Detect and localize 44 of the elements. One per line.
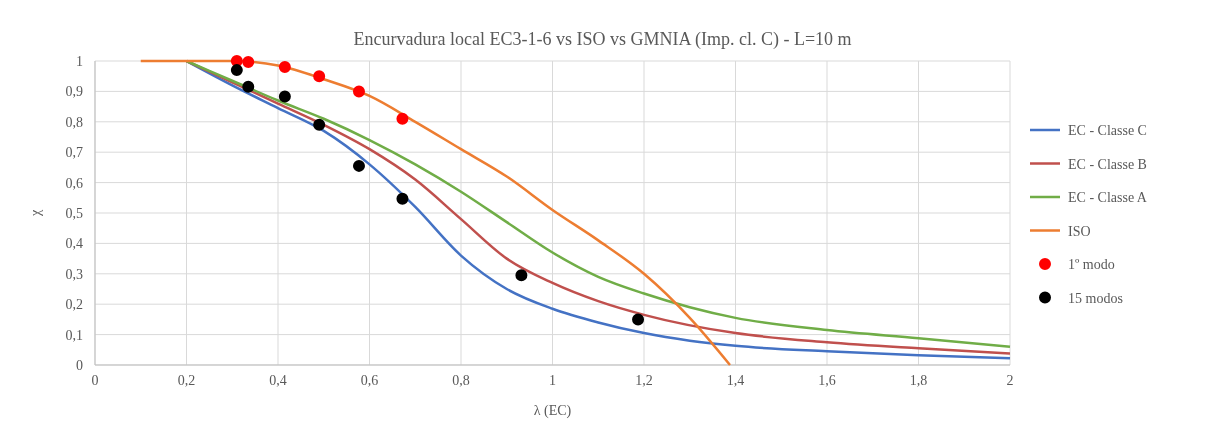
y-tick-label: 0,9 [65, 84, 83, 100]
y-tick-label: 0 [76, 358, 83, 373]
legend-label: EC - Classe B [1068, 156, 1147, 172]
y-tick-label: 0,4 [65, 236, 83, 252]
point [242, 55, 255, 68]
x-tick-label: 0,4 [269, 373, 287, 388]
legend-label: 1º modo [1068, 257, 1115, 272]
legend-label: 15 modos [1068, 290, 1123, 306]
y-tick-label: 0,2 [65, 297, 83, 313]
x-axis-title: λ (EC) [533, 403, 572, 419]
y-axis-title: χ [28, 209, 43, 218]
point [632, 313, 645, 326]
point [515, 269, 528, 282]
point [230, 64, 243, 77]
point [313, 118, 326, 131]
x-tick-label: 1,8 [909, 373, 928, 388]
point [278, 90, 291, 103]
x-tick-label: 0,8 [452, 373, 470, 388]
point [242, 80, 255, 93]
x-tick-label: 0 [91, 373, 99, 388]
y-tick-label: 0,5 [65, 206, 83, 221]
x-tick-label: 2 [1006, 373, 1014, 388]
legend-label: ISO [1068, 223, 1091, 239]
point [396, 112, 409, 125]
point [352, 159, 365, 172]
y-tick-label: 0,7 [65, 145, 83, 161]
point [396, 192, 409, 205]
x-tick-label: 1,4 [726, 373, 745, 388]
legend-label: EC - Classe C [1068, 123, 1147, 138]
point [278, 61, 291, 74]
x-tick-label: 0,6 [360, 373, 379, 388]
x-tick-label: 1,6 [818, 373, 836, 388]
x-tick-label: 1 [549, 373, 556, 388]
x-tick-label: 0,2 [177, 373, 196, 388]
point [313, 70, 326, 83]
y-tick-label: 0,8 [65, 114, 83, 130]
x-tick-label: 1,2 [635, 373, 653, 388]
point [352, 85, 365, 98]
chart-title: Encurvadura local EC3-1-6 vs ISO vs GMNIA (Imp. cl. C) - L=10 m [353, 29, 852, 50]
y-tick-label: 0,1 [65, 327, 83, 343]
legend-label: EC - Classe A [1068, 190, 1148, 205]
y-tick-label: 0,3 [65, 266, 83, 282]
y-tick-label: 0,6 [65, 175, 83, 191]
y-tick-label: 1 [76, 54, 83, 69]
